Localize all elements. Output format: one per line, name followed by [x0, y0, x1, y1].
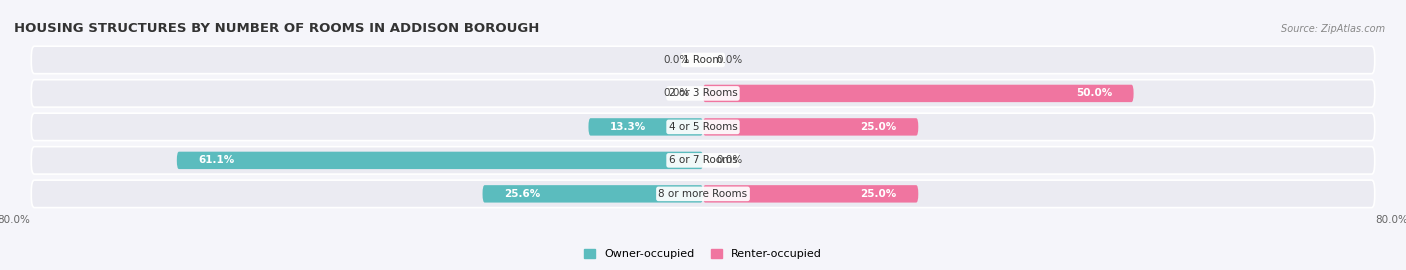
Legend: Owner-occupied, Renter-occupied: Owner-occupied, Renter-occupied	[579, 244, 827, 264]
Text: 50.0%: 50.0%	[1076, 88, 1112, 99]
FancyBboxPatch shape	[31, 46, 1375, 74]
Text: 25.0%: 25.0%	[860, 189, 897, 199]
FancyBboxPatch shape	[31, 80, 1375, 107]
Text: 25.6%: 25.6%	[505, 189, 540, 199]
Text: 4 or 5 Rooms: 4 or 5 Rooms	[669, 122, 737, 132]
FancyBboxPatch shape	[482, 185, 703, 202]
FancyBboxPatch shape	[31, 180, 1375, 208]
Text: HOUSING STRUCTURES BY NUMBER OF ROOMS IN ADDISON BOROUGH: HOUSING STRUCTURES BY NUMBER OF ROOMS IN…	[14, 22, 540, 35]
Text: 61.1%: 61.1%	[198, 155, 235, 166]
FancyBboxPatch shape	[31, 147, 1375, 174]
Text: Source: ZipAtlas.com: Source: ZipAtlas.com	[1281, 24, 1385, 34]
Text: 2 or 3 Rooms: 2 or 3 Rooms	[669, 88, 737, 99]
FancyBboxPatch shape	[703, 85, 1133, 102]
FancyBboxPatch shape	[703, 185, 918, 202]
Text: 0.0%: 0.0%	[716, 55, 742, 65]
FancyBboxPatch shape	[31, 113, 1375, 141]
Text: 25.0%: 25.0%	[860, 122, 897, 132]
Text: 6 or 7 Rooms: 6 or 7 Rooms	[669, 155, 737, 166]
Text: 1 Room: 1 Room	[683, 55, 723, 65]
Text: 13.3%: 13.3%	[610, 122, 647, 132]
FancyBboxPatch shape	[177, 152, 703, 169]
FancyBboxPatch shape	[589, 118, 703, 136]
FancyBboxPatch shape	[703, 118, 918, 136]
Text: 0.0%: 0.0%	[664, 55, 690, 65]
Text: 8 or more Rooms: 8 or more Rooms	[658, 189, 748, 199]
Text: 0.0%: 0.0%	[664, 88, 690, 99]
Text: 0.0%: 0.0%	[716, 155, 742, 166]
